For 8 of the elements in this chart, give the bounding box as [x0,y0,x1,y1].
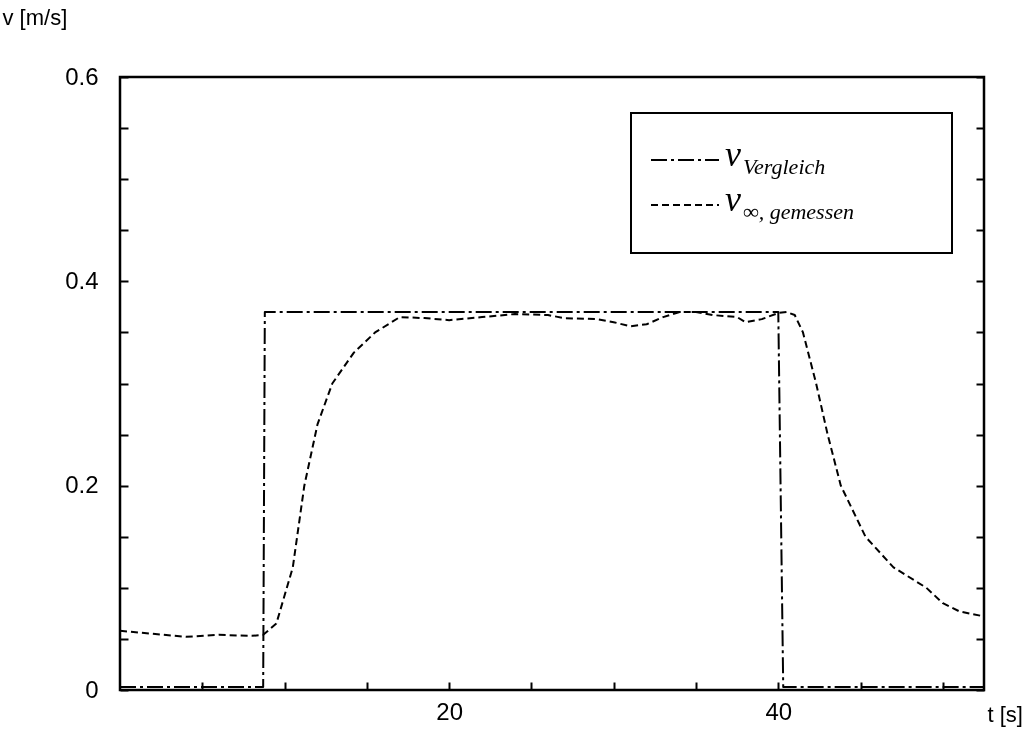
x-tick-label: 20 [436,697,463,725]
y-tick-label: 0.4 [65,266,99,294]
x-tick-label: 40 [765,697,793,725]
x-axis-title: t [s] [987,701,1023,727]
y-tick-label: 0.6 [65,62,99,90]
y-tick-label: 0.2 [65,471,99,499]
y-axis-title: v [m/s] [2,4,68,30]
y-tick-label: 0 [85,675,99,703]
